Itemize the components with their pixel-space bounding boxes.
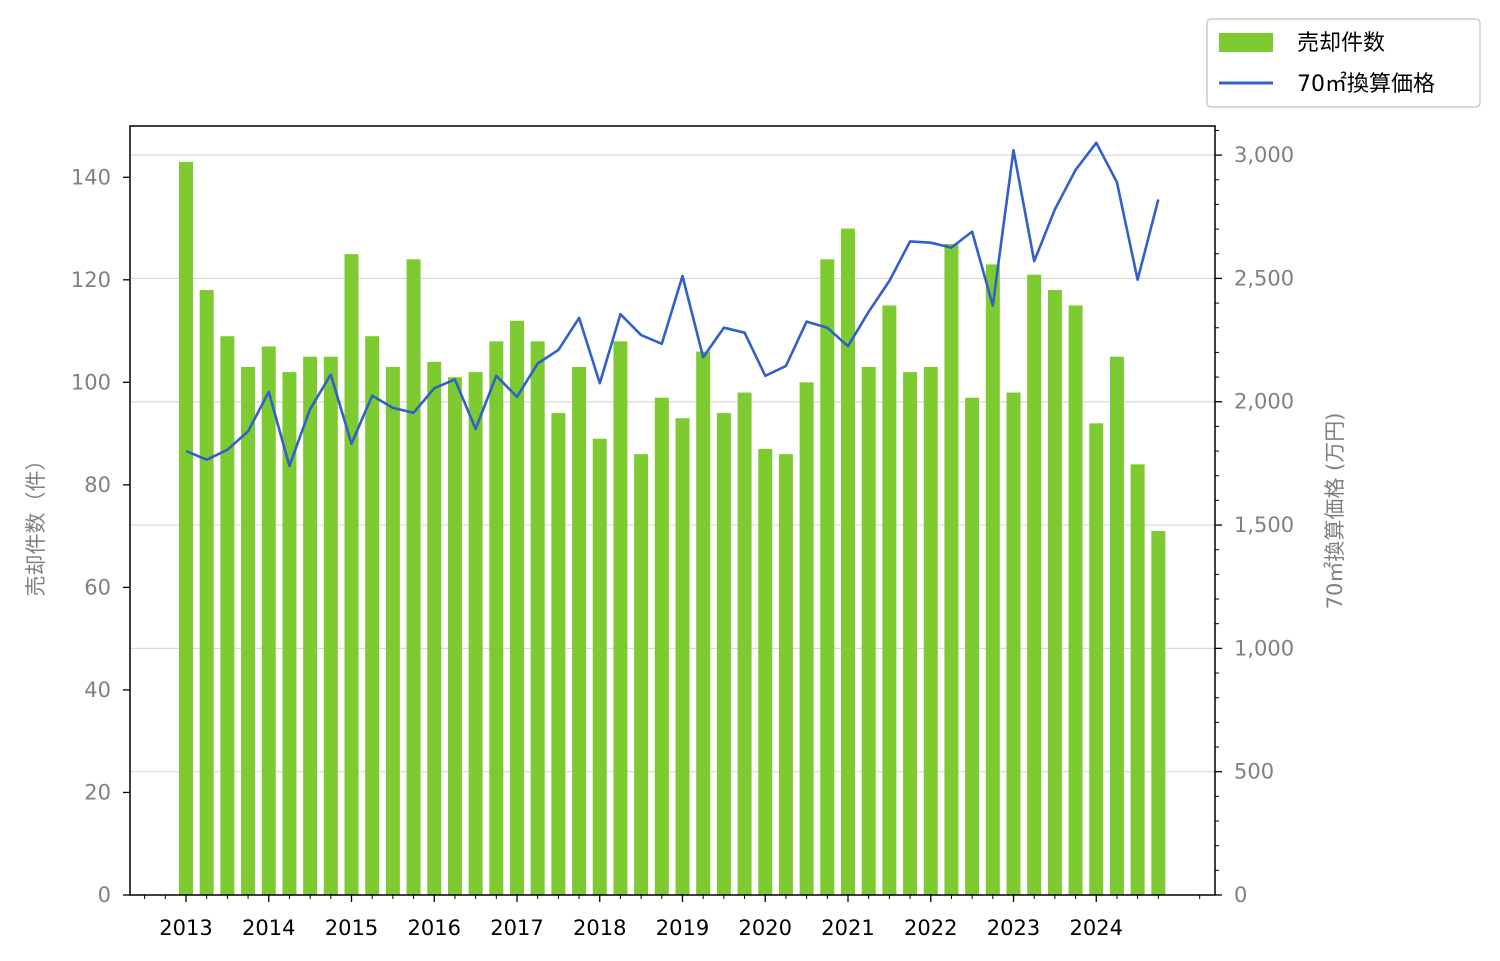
- bar: [882, 305, 897, 895]
- x-tick-label: 2015: [325, 916, 378, 940]
- bar: [241, 366, 256, 895]
- bar: [530, 341, 545, 895]
- price-line: [185, 141, 1160, 468]
- bar: [510, 320, 524, 895]
- bar: [675, 418, 690, 895]
- bar: [820, 259, 835, 895]
- bar: [1130, 464, 1145, 895]
- x-tick-label: 2024: [1070, 916, 1123, 940]
- bar: [406, 259, 421, 895]
- x-tick-label: 2013: [159, 916, 212, 940]
- bar: [1068, 305, 1083, 895]
- legend-label-line: 70㎡換算価格: [1297, 71, 1435, 97]
- bar: [261, 346, 276, 895]
- y-tick-label-left: 40: [84, 678, 111, 702]
- bar: [758, 448, 773, 895]
- bar: [1109, 356, 1124, 895]
- bar: [303, 356, 318, 895]
- y-tick-label-left: 60: [84, 575, 111, 599]
- bar: [551, 413, 566, 895]
- y-tick-label-right: 500: [1234, 760, 1274, 784]
- bar: [199, 290, 214, 895]
- bar: [778, 454, 793, 895]
- y-tick-label-left: 20: [84, 780, 111, 804]
- y-axis-label-right: 70㎡換算価格 (万円): [1323, 413, 1347, 610]
- bar: [634, 454, 649, 895]
- bar: [489, 341, 504, 895]
- bar: [282, 372, 297, 896]
- bar: [737, 392, 752, 895]
- y-tick-label-right: 1,000: [1234, 636, 1294, 660]
- bar: [716, 413, 731, 895]
- x-tick-label: 2014: [242, 916, 295, 940]
- bar: [468, 372, 483, 896]
- bar: [447, 377, 462, 895]
- y-tick-label-left: 0: [98, 883, 111, 907]
- y-tick-label-right: 2,500: [1234, 266, 1294, 290]
- bar: [861, 366, 876, 895]
- y-tick-label-left: 100: [71, 370, 111, 394]
- x-tick-label: 2022: [904, 916, 957, 940]
- y-tick-label-right: 1,500: [1234, 513, 1294, 537]
- legend-swatch-bars: [1219, 33, 1273, 52]
- bar: [1047, 290, 1062, 895]
- bar: [799, 382, 814, 895]
- axes: 0 20 40 60 80 100 120 140 0 500 1,000 1,500 2,000 2,5…: [71, 125, 1294, 940]
- bar: [427, 361, 442, 895]
- legend-frame: [1206, 18, 1481, 108]
- bar: [344, 254, 359, 895]
- bar: [613, 341, 628, 895]
- y-tick-label-right: 0: [1234, 883, 1247, 907]
- y-axis-label-left: 売却件数（件）: [24, 450, 48, 597]
- bar: [985, 264, 1000, 895]
- y-tick-label-left: 80: [84, 473, 111, 497]
- x-tick-label: 2023: [987, 916, 1040, 940]
- x-tick-label: 2016: [408, 916, 461, 940]
- y-tick-label-left: 140: [71, 165, 111, 189]
- legend-label-bars: 売却件数: [1297, 31, 1385, 56]
- x-tick-label: 2020: [739, 916, 792, 940]
- bar: [944, 243, 959, 895]
- bar: [323, 356, 338, 895]
- bar: [903, 372, 918, 896]
- bar: [1089, 423, 1104, 895]
- bar: [923, 366, 938, 895]
- x-tick-label: 2017: [490, 916, 543, 940]
- bar: [965, 397, 980, 895]
- bar: [1151, 531, 1166, 895]
- legend: 売却件数 70㎡換算価格: [1206, 18, 1481, 108]
- y-tick-label-right: 3,000: [1234, 143, 1294, 167]
- x-tick-label: 2018: [573, 916, 626, 940]
- bar-series: [179, 161, 1166, 896]
- y-tick-label-left: 120: [71, 268, 111, 292]
- bar: [696, 351, 711, 895]
- bar: [572, 366, 587, 895]
- bar: [179, 161, 193, 896]
- bar: [592, 438, 607, 895]
- bar: [841, 228, 855, 896]
- line-series: [185, 141, 1160, 468]
- bar: [654, 397, 669, 895]
- bar: [220, 336, 235, 895]
- bar: [1006, 392, 1021, 895]
- plot-frame: [129, 125, 1216, 896]
- bar: [1027, 274, 1042, 895]
- x-tick-label: 2019: [656, 916, 709, 940]
- bar: [385, 366, 400, 895]
- bar: [365, 336, 380, 895]
- x-tick-label: 2021: [821, 916, 874, 940]
- y-tick-label-right: 2,000: [1234, 390, 1294, 414]
